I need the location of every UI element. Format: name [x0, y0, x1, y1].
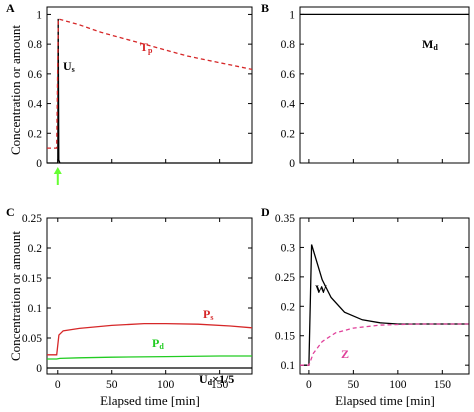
y-axis-label-top: Concentration or amount — [8, 25, 23, 155]
x-tick-label: 50 — [106, 379, 118, 391]
series-label: Md — [422, 37, 438, 52]
arrow-head-icon — [53, 167, 62, 174]
y-tick-label: 0.2 — [281, 128, 296, 140]
axes-frame — [46, 6, 253, 164]
x-tick-label: 100 — [157, 379, 175, 391]
y-tick-label: 0.1 — [28, 303, 43, 315]
panel-d: D 0.1 0.15 0.2 0.25 0.3 0.35 0 50 100 150 W Z — [261, 205, 470, 391]
y-tick-label: 1 — [289, 9, 295, 21]
y-tick-label: 0.35 — [275, 213, 295, 225]
y-tick-label: 0.6 — [28, 69, 43, 81]
y-tick-label: 0.25 — [275, 272, 295, 284]
y-tick-label: 0.1 — [281, 360, 296, 372]
panel-letter: A — [6, 1, 15, 15]
x-tick-label: 150 — [434, 379, 452, 391]
y-tick-label: 0.4 — [281, 99, 296, 111]
x-axis-label-left: Elapsed time [min] — [100, 393, 200, 408]
series-line-pd — [47, 355, 252, 360]
series-label: W — [315, 282, 327, 296]
series-label: Ud×1/5 — [199, 372, 234, 387]
x-axis-label-right: Elapsed time [min] — [335, 393, 435, 408]
x-tick-label: 100 — [389, 379, 407, 391]
y-tick-label: 0.15 — [275, 331, 295, 343]
y-tick-label: 0.25 — [22, 213, 42, 225]
panel-letter: D — [261, 205, 270, 219]
y-tick-label: 0.2 — [28, 243, 43, 255]
panel-c: C 0 0.05 0.1 0.15 0.2 0.25 0 50 100 150 Ps Pd Ud×1/5 — [6, 205, 253, 391]
series-line-w — [300, 244, 469, 366]
series-label: Ps — [203, 307, 213, 322]
series-line-us — [47, 18, 252, 164]
series-label: Tp — [140, 40, 153, 55]
y-tick-label: 0 — [289, 158, 295, 170]
axes-frame — [299, 217, 470, 375]
y-tick-label: 0.6 — [281, 69, 296, 81]
y-tick-label: 0.3 — [281, 242, 296, 254]
y-tick-label: 0.8 — [28, 39, 43, 51]
x-tick-label: 0 — [306, 379, 312, 391]
series-line-ps — [47, 322, 253, 356]
panel-letter: C — [6, 205, 15, 219]
y-tick-label: 0.15 — [22, 273, 42, 285]
series-label: Z — [341, 347, 349, 361]
axes-frame — [46, 217, 253, 375]
series-label: Us — [63, 59, 75, 74]
y-tick-label: 0.05 — [22, 333, 42, 345]
x-tick-label: 150 — [211, 379, 229, 391]
axes-frame — [299, 6, 470, 164]
y-tick-label: 0.2 — [28, 128, 43, 140]
y-tick-label: 0.8 — [281, 39, 296, 51]
x-tick-label: 50 — [348, 379, 360, 391]
panel-letter: B — [261, 1, 269, 15]
y-axis-label-bottom: Concentration or amount — [8, 231, 23, 361]
x-tick-label: 0 — [55, 379, 61, 391]
y-tick-label: 0 — [36, 158, 42, 170]
series-line-z — [300, 323, 469, 366]
y-tick-label: 0.4 — [28, 99, 43, 111]
series-label: Pd — [152, 336, 164, 351]
y-tick-label: 0.2 — [281, 301, 296, 313]
panel-a: A 0 0.2 0.4 0.6 0.8 1 Us Tp — [6, 1, 253, 185]
panel-b: B 0 0.2 0.4 0.6 0.8 1 Md — [261, 1, 470, 170]
y-tick-label: 1 — [36, 9, 42, 21]
series-line-tp — [47, 18, 253, 149]
y-tick-label: 0 — [36, 363, 42, 375]
